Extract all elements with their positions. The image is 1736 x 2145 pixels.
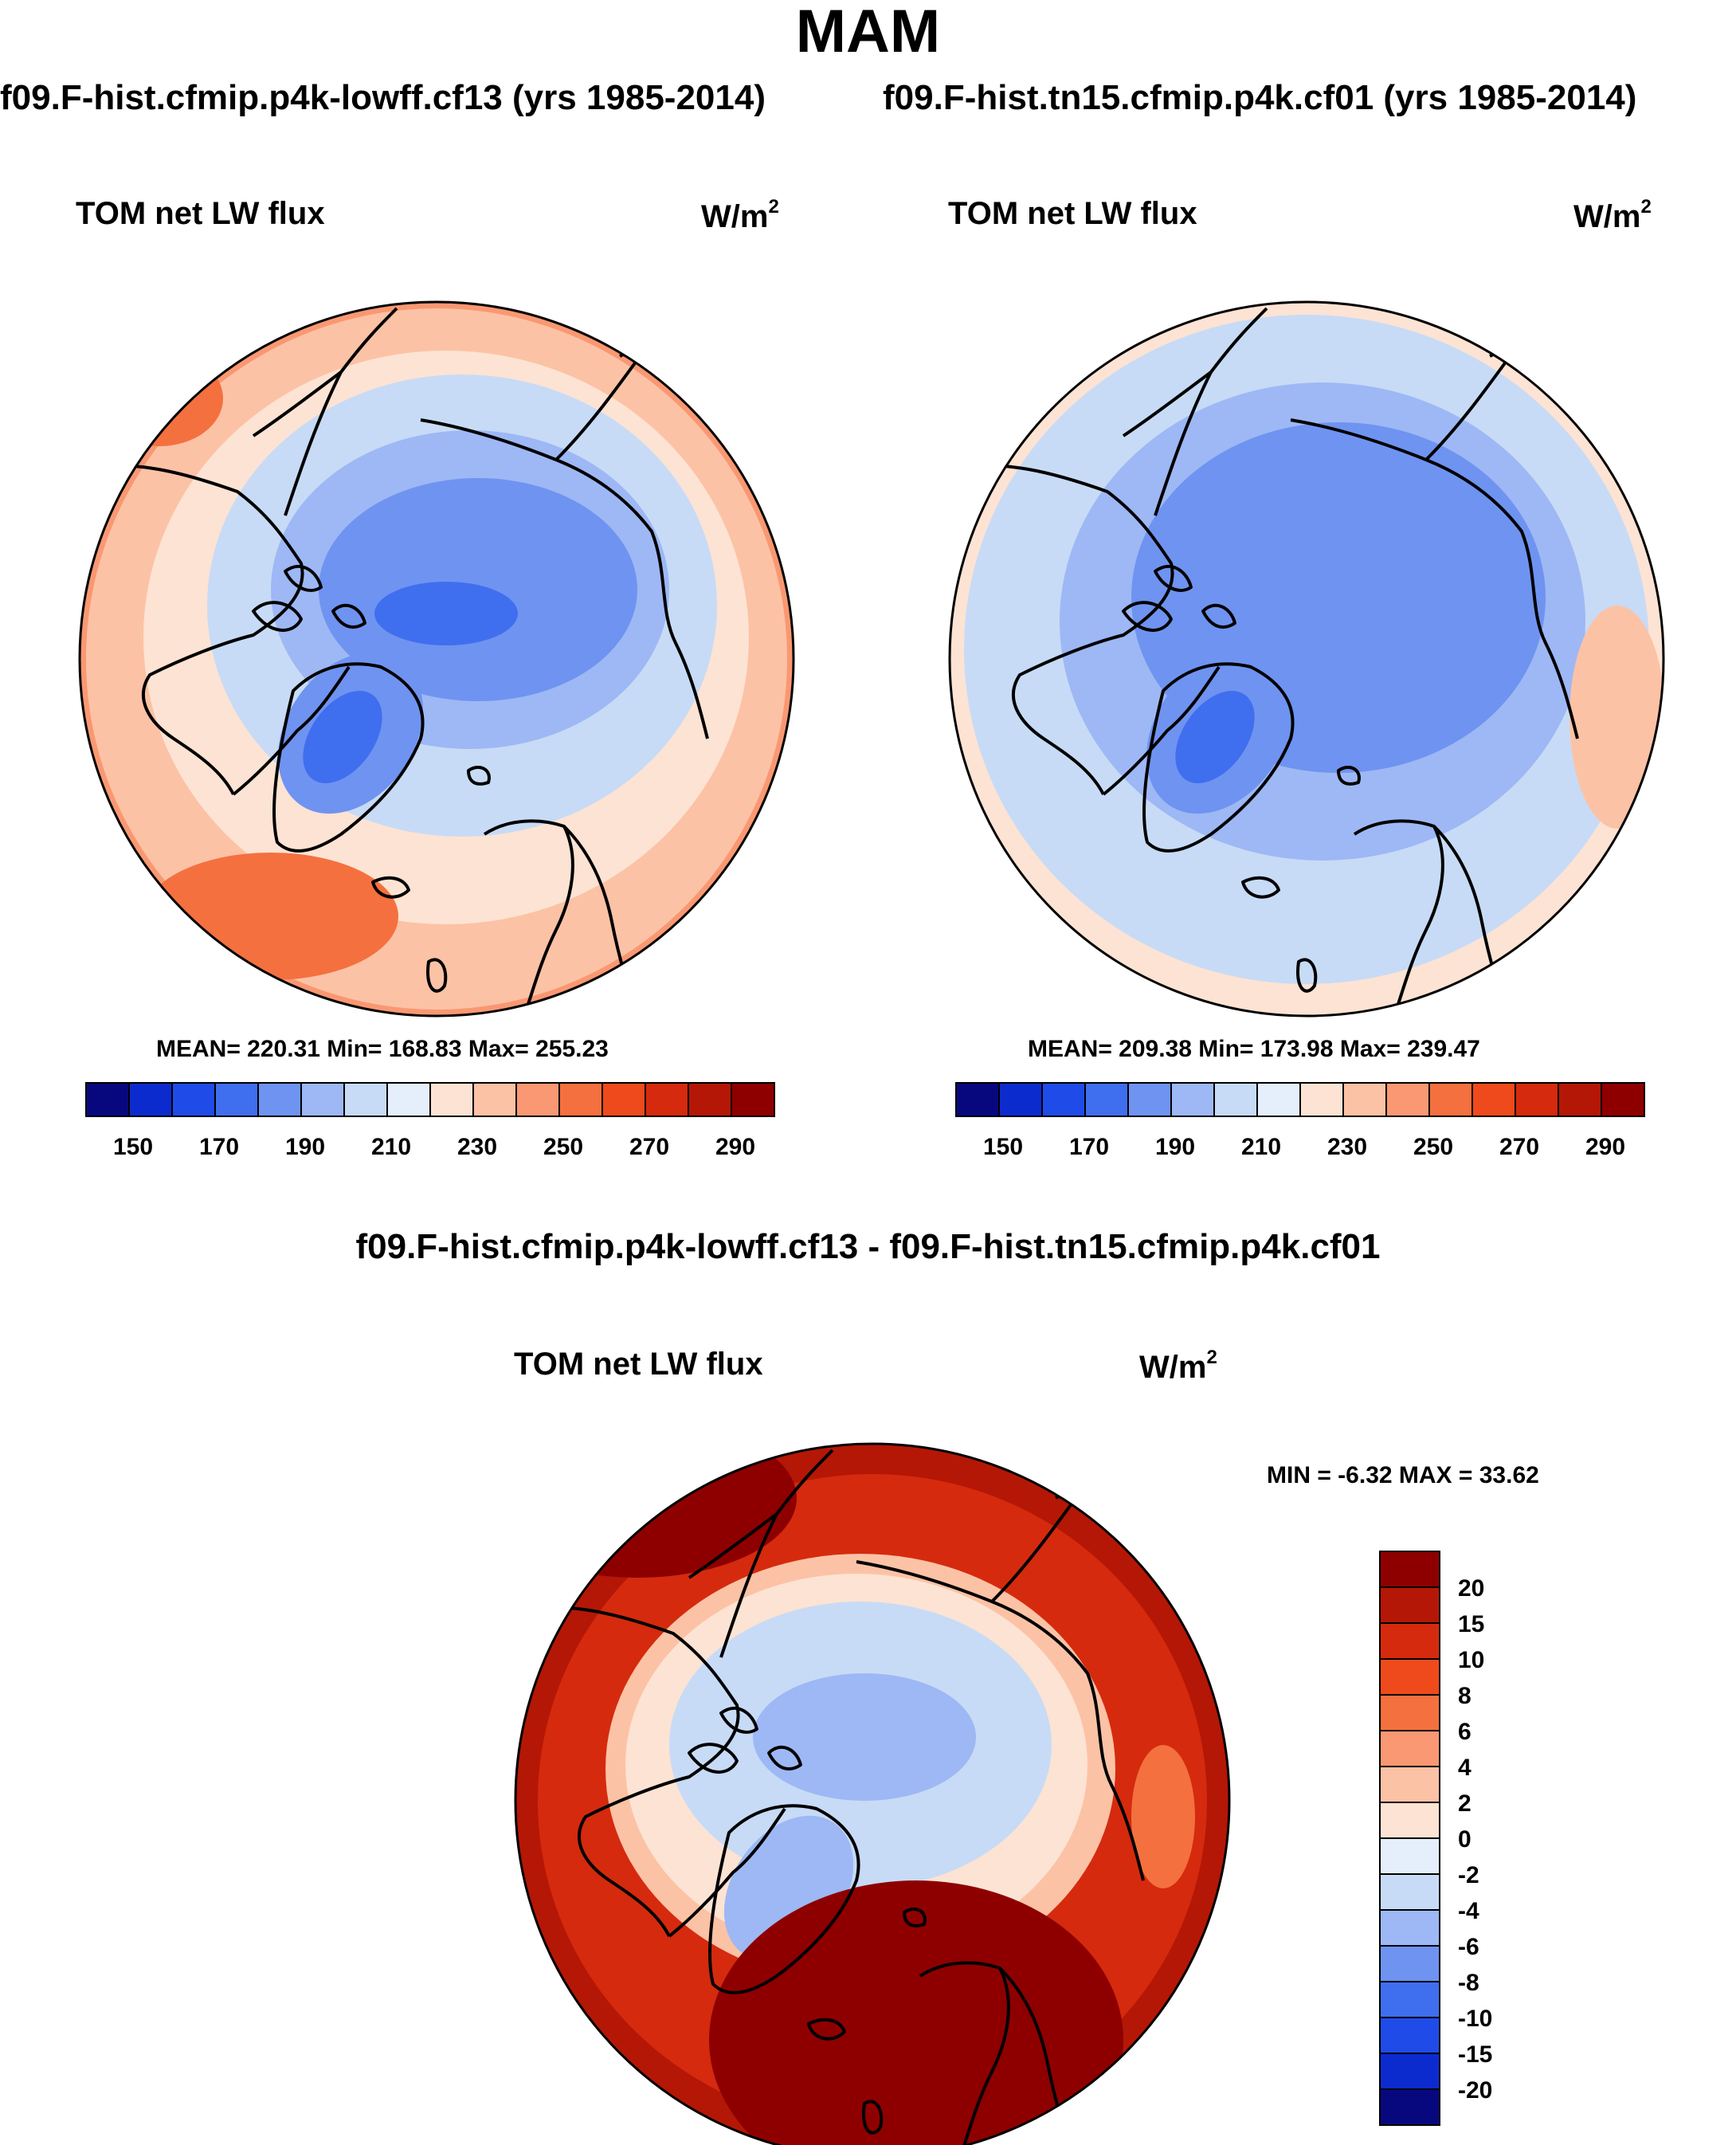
colorbar-swatch <box>1379 2053 1440 2090</box>
colorbar-swatch <box>1379 2088 1440 2126</box>
panel2-stats: MEAN= 209.38 Min= 173.98 Max= 239.47 <box>1028 1036 1480 1062</box>
colorbar2-tick: 250 <box>1413 1134 1454 1160</box>
colorbar-swatch <box>998 1082 1043 1117</box>
colorbar3-tick: 20 <box>1458 1575 1485 1602</box>
colorbar-swatch <box>1213 1082 1258 1117</box>
colorbar2-tick: 170 <box>1068 1134 1110 1160</box>
colorbar-swatch <box>214 1082 259 1117</box>
colorbar-swatch <box>1379 1694 1440 1731</box>
colorbar-swatch <box>1601 1082 1645 1117</box>
colorbar3-tick: -20 <box>1458 2077 1493 2104</box>
colorbar-swatch <box>1379 1766 1440 1803</box>
colorbar-swatch <box>1558 1082 1602 1117</box>
colorbar3-tick: 10 <box>1458 1647 1485 1673</box>
colorbar1-tick: 250 <box>543 1134 584 1160</box>
colorbar-swatch <box>1379 1873 1440 1911</box>
colorbar3-tick: 4 <box>1458 1755 1471 1781</box>
colorbar-swatch <box>1428 1082 1473 1117</box>
colorbar2-tick: 230 <box>1326 1134 1368 1160</box>
colorbar-1 <box>85 1082 775 1117</box>
colorbar3-tick: 0 <box>1458 1826 1471 1853</box>
difference-title: f09.F-hist.cfmip.p4k-lowff.cf13 - f09.F-… <box>355 1227 1381 1266</box>
colorbar3-tick: -6 <box>1458 1934 1479 1960</box>
colorbar-swatch <box>1379 2017 1440 2054</box>
colorbar3-tick: -8 <box>1458 1970 1479 1996</box>
panel1-units: W/m2 <box>701 196 779 234</box>
colorbar-swatch <box>1084 1082 1129 1117</box>
colorbar-swatch <box>955 1082 1000 1117</box>
colorbar-swatch <box>1299 1082 1344 1117</box>
colorbar-swatch <box>300 1082 345 1117</box>
colorbar1-tick: 230 <box>457 1134 498 1160</box>
colorbar3-tick: 2 <box>1458 1790 1471 1817</box>
panel3-variable: TOM net LW flux <box>514 1347 763 1382</box>
colorbar3-tick: 6 <box>1458 1719 1471 1745</box>
colorbar-swatch <box>602 1082 646 1117</box>
colorbar1-tick: 150 <box>112 1134 154 1160</box>
colorbar-swatch <box>1041 1082 1086 1117</box>
colorbar-2 <box>955 1082 1645 1117</box>
colorbar-swatch <box>386 1082 431 1117</box>
colorbar-3 <box>1379 1551 1440 2126</box>
figure-title: MAM <box>795 0 941 65</box>
colorbar3-tick: -10 <box>1458 2006 1493 2032</box>
colorbar2-tick: 290 <box>1585 1134 1626 1160</box>
colorbar-swatch <box>1379 1622 1440 1660</box>
panel2-variable: TOM net LW flux <box>948 196 1197 231</box>
colorbar-swatch <box>85 1082 130 1117</box>
panel3-min-max: MIN = -6.32 MAX = 33.62 <box>1267 1462 1539 1488</box>
colorbar-swatch <box>128 1082 173 1117</box>
panel3-units: W/m2 <box>1139 1347 1217 1385</box>
colorbar-swatch <box>1256 1082 1301 1117</box>
colorbar-swatch <box>558 1082 603 1117</box>
colorbar-swatch <box>1379 1586 1440 1624</box>
colorbar-swatch <box>1379 1730 1440 1767</box>
colorbar3-tick: 15 <box>1458 1611 1485 1637</box>
colorbar-swatch <box>1379 1802 1440 1839</box>
colorbar2-tick: 270 <box>1499 1134 1540 1160</box>
colorbar3-tick: -2 <box>1458 1862 1479 1888</box>
colorbar3-tick: 8 <box>1458 1683 1471 1709</box>
colorbar-swatch <box>1127 1082 1172 1117</box>
colorbar-swatch <box>257 1082 302 1117</box>
colorbar-swatch <box>429 1082 474 1117</box>
colorbar3-tick: -4 <box>1458 1898 1479 1924</box>
case-b-label: f09.F-hist.tn15.cfmip.p4k.cf01 (yrs 1985… <box>883 78 1637 117</box>
colorbar-swatch <box>731 1082 775 1117</box>
colorbar2-tick: 190 <box>1154 1134 1196 1160</box>
colorbar-swatch <box>515 1082 560 1117</box>
colorbar-swatch <box>1379 1945 1440 1982</box>
colorbar-swatch <box>343 1082 388 1117</box>
colorbar-swatch <box>171 1082 216 1117</box>
colorbar-swatch <box>472 1082 517 1117</box>
colorbar-swatch <box>688 1082 732 1117</box>
colorbar2-tick: 150 <box>982 1134 1024 1160</box>
colorbar1-tick: 210 <box>370 1134 412 1160</box>
colorbar1-tick: 190 <box>284 1134 326 1160</box>
colorbar2-tick: 210 <box>1240 1134 1282 1160</box>
colorbar-swatch <box>1471 1082 1516 1117</box>
map-panel-1 <box>78 300 795 1018</box>
panel1-variable: TOM net LW flux <box>76 196 325 231</box>
panel1-stats: MEAN= 220.31 Min= 168.83 Max= 255.23 <box>156 1036 609 1062</box>
colorbar1-tick: 290 <box>715 1134 756 1160</box>
colorbar-swatch <box>1379 1837 1440 1875</box>
map-panel-3 <box>514 1442 1231 2145</box>
colorbar-swatch <box>1379 1981 1440 2018</box>
colorbar1-tick: 170 <box>198 1134 240 1160</box>
panel2-units: W/m2 <box>1573 196 1652 234</box>
colorbar-swatch <box>1170 1082 1215 1117</box>
colorbar-swatch <box>1342 1082 1387 1117</box>
colorbar-swatch <box>1379 1658 1440 1696</box>
colorbar-swatch <box>1379 1551 1440 1588</box>
colorbar-swatch <box>645 1082 689 1117</box>
colorbar3-tick: -15 <box>1458 2041 1493 2068</box>
case-a-label: f09.F-hist.cfmip.p4k-lowff.cf13 (yrs 198… <box>0 78 766 117</box>
map-panel-2 <box>948 300 1665 1018</box>
colorbar-swatch <box>1385 1082 1430 1117</box>
colorbar-swatch <box>1379 1909 1440 1947</box>
colorbar1-tick: 270 <box>629 1134 670 1160</box>
colorbar-swatch <box>1515 1082 1559 1117</box>
